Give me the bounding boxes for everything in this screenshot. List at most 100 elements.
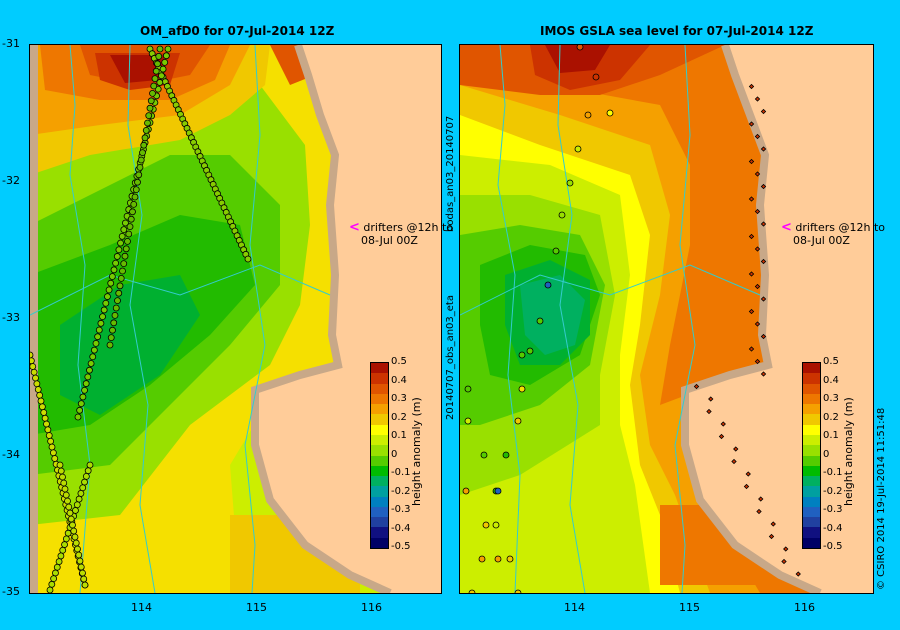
colorbar-swatch (803, 517, 820, 528)
drifter-point (112, 259, 120, 267)
drifter-point (120, 260, 128, 268)
observation-point (558, 211, 566, 219)
coastal-station-point (748, 158, 755, 165)
drifter-point (62, 491, 70, 499)
drifter-point (126, 223, 134, 231)
side-label-top: bodas_an03_20140707 (445, 115, 456, 232)
coastal-station-point (756, 508, 762, 515)
drifter-point (97, 319, 105, 327)
colorbar-swatch (371, 414, 388, 426)
drifter-point (154, 60, 161, 68)
drifter-point (53, 563, 61, 571)
drifter-point (80, 575, 88, 583)
drifter-point (79, 569, 86, 577)
observation-point (576, 45, 584, 51)
drifter-point (71, 533, 79, 541)
observation-point (518, 351, 526, 359)
colorbar-tick-label: -0.5 (391, 541, 411, 552)
drifter-point (122, 219, 129, 227)
coastal-station-point (754, 208, 761, 215)
colorbar-swatch (371, 527, 388, 539)
coastal-station-point (693, 383, 700, 390)
drifter-point (107, 279, 115, 287)
coastal-station-point (754, 171, 761, 177)
drifter-point (76, 406, 84, 414)
colorbar-tick-label: 0.5 (823, 356, 839, 367)
coastal-station-point (733, 446, 739, 452)
right-map-panel (459, 44, 874, 594)
drifter-point (65, 503, 73, 511)
colorbar-tick-label: 0.4 (823, 374, 839, 386)
coastal-station-point (760, 258, 767, 265)
drifter-point (120, 226, 128, 234)
colorbar-tick-label: -0.4 (823, 522, 843, 534)
drifter-point (105, 286, 113, 294)
drifter-point (115, 246, 123, 254)
drifter-point (36, 391, 44, 399)
coastal-station-point (748, 121, 755, 127)
colorbar-tick-label: 0.2 (391, 411, 407, 423)
left-drifters-label: < drifters @12h to 08-Jul 00Z (349, 221, 453, 247)
observation-point (506, 555, 514, 563)
colorbar-swatch (371, 486, 388, 498)
drifter-point (114, 297, 121, 305)
observation-point (518, 385, 526, 393)
coastal-station-point (731, 458, 737, 465)
right-drifters-label: < drifters @12h to 08-Jul 00Z (781, 221, 885, 247)
coastal-station-point (708, 396, 714, 402)
drifter-point (94, 333, 102, 341)
coastal-station-point (760, 108, 767, 115)
drifter-point (82, 380, 90, 387)
drifter-point (86, 461, 94, 469)
drifter-point (132, 186, 140, 194)
colorbar-swatch (371, 465, 388, 477)
drifter-point (159, 65, 167, 73)
drifter-point (151, 75, 159, 82)
drifter-point (43, 420, 50, 428)
drifter-point (146, 104, 154, 112)
drifter-point (134, 178, 141, 186)
coastal-station-point (748, 346, 755, 352)
drifter-point (56, 461, 64, 469)
drifter-point (86, 366, 93, 374)
drifter-point (81, 581, 89, 589)
arrow-icon: < (781, 220, 792, 235)
drifter-point (84, 373, 92, 381)
colorbar-tick-label: -0.3 (391, 504, 411, 515)
left-map-panel (29, 44, 442, 594)
drifter-point (137, 156, 145, 164)
drifter-point (30, 368, 38, 376)
drifter-point (139, 149, 146, 156)
observation-point (544, 281, 552, 289)
observation-point (514, 589, 522, 593)
colorbar-swatch (803, 434, 820, 446)
drifter-point (147, 97, 155, 105)
observation-point (536, 317, 544, 325)
coastal-station-point (760, 333, 767, 340)
drifter-point (99, 313, 106, 321)
colorbar-tick-label: -0.1 (823, 467, 843, 478)
coastal-station-point (760, 371, 767, 377)
drifter-point (129, 208, 136, 216)
drifter-point (113, 253, 121, 260)
drifter-point (64, 497, 71, 505)
observation-point (478, 555, 486, 563)
drifter-point (79, 484, 87, 492)
credit-label: © CSIRO 2014 19-Jul-2014 11:51:48 (876, 407, 887, 590)
coastal-station-point (754, 283, 761, 290)
left-drifters-line2: 08-Jul 00Z (361, 234, 418, 247)
drifter-point (162, 52, 170, 60)
ytick: -31 (2, 37, 20, 50)
observation-point (606, 109, 614, 117)
coastal-station-point (760, 221, 767, 227)
drifter-point (122, 245, 130, 253)
colorbar-swatch (803, 465, 820, 477)
coastal-station-point (760, 146, 767, 152)
drifter-point (32, 374, 39, 382)
drifter-point (59, 546, 67, 554)
drifter-point (89, 353, 97, 361)
drifter-point (51, 455, 59, 462)
drifter-point (38, 403, 46, 411)
drifter-point (87, 360, 95, 367)
drifter-point (90, 346, 98, 354)
